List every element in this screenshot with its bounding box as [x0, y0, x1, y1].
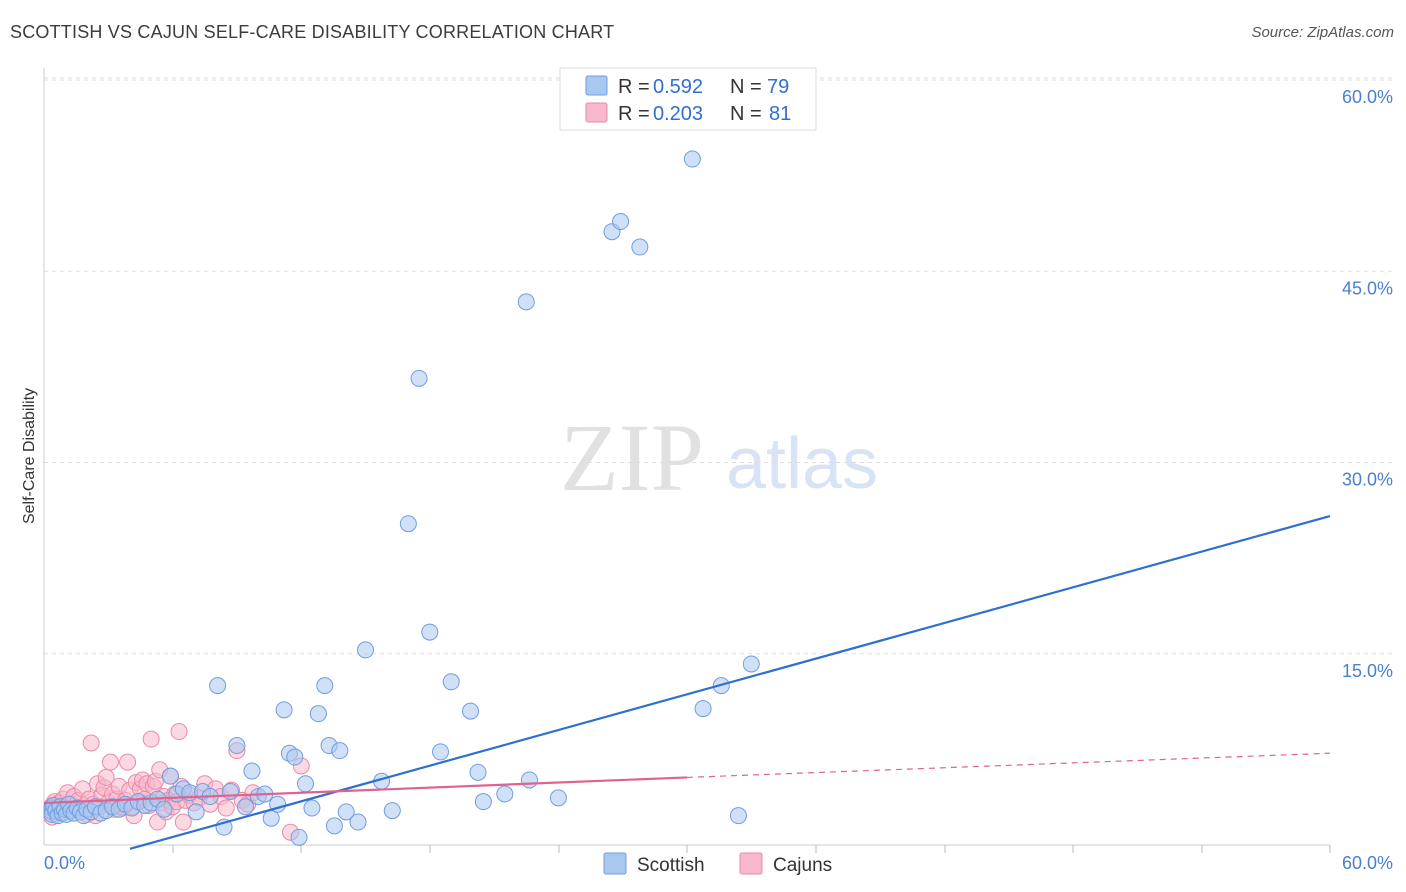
scottish-point [612, 213, 630, 231]
cajun-trendline [43, 776, 688, 805]
scottish-point [209, 677, 227, 695]
cajun-point [101, 753, 119, 771]
bottom-legend-swatch-cajun [739, 852, 763, 875]
scottish-point [275, 701, 293, 719]
scottish-point [383, 802, 401, 820]
scottish-point [631, 238, 649, 256]
legend-n-value-cajun: 81 [769, 103, 791, 125]
scottish-point [469, 763, 487, 781]
y-tick-label-30: 30.0% [1342, 470, 1393, 490]
chart-title: SCOTTISH VS CAJUN SELF-CARE DISABILITY C… [10, 22, 615, 42]
scottish-point [228, 737, 246, 755]
bottom-legend-swatch-scottish [603, 852, 627, 875]
legend-r-value-scottish: 0.592 [653, 76, 703, 98]
scottish-point [517, 293, 535, 311]
cajun-point [119, 753, 137, 771]
legend-swatch-cajun [585, 102, 608, 123]
scottish-point [316, 677, 334, 695]
x-tick-labels: 0.0% 60.0% [44, 853, 1393, 873]
scottish-point [331, 742, 349, 760]
legend-r-label-scottish: R = [618, 76, 650, 98]
legend-n-label-scottish: N = [730, 76, 762, 98]
y-axis-label: Self-Care Disability [21, 388, 38, 524]
scottish-point [221, 782, 239, 800]
scottish-point [155, 800, 173, 818]
scottish-point [742, 655, 760, 673]
scottish-point [432, 743, 450, 761]
axes [43, 68, 1331, 853]
scottish-point [474, 793, 492, 811]
scottish-series [43, 150, 760, 846]
scottish-point [357, 641, 374, 659]
scottish-point [683, 150, 701, 168]
legend-swatch-scottish [585, 75, 608, 96]
scottish-point [187, 803, 205, 821]
scottish-point [729, 807, 747, 825]
bottom-legend: Scottish Cajuns [603, 852, 832, 876]
scottish-point [236, 798, 254, 816]
watermark-zip: ZIP [560, 404, 704, 511]
scottish-trendline [129, 514, 1331, 850]
cajun-trendline-extension [686, 752, 1331, 779]
y-tick-label-45: 45.0% [1342, 278, 1393, 298]
watermark-atlas: atlas [726, 424, 878, 504]
y-tick-labels: 15.0% 30.0% 45.0% 60.0% [1342, 87, 1393, 681]
scottish-point [243, 762, 261, 780]
scottish-point [296, 775, 314, 793]
scottish-point [421, 623, 439, 641]
bottom-legend-label-cajun: Cajuns [773, 855, 832, 876]
scottish-point [520, 771, 538, 789]
scottish-point [325, 817, 343, 835]
cajun-point [142, 730, 160, 748]
scottish-point [290, 828, 308, 846]
scottish-point [286, 748, 304, 766]
legend-r-label-cajun: R = [618, 103, 650, 125]
y-tick-label-60: 60.0% [1342, 87, 1393, 107]
trendlines [43, 514, 1331, 850]
cajun-point [174, 813, 192, 831]
watermark: ZIP atlas [560, 404, 878, 511]
cajun-point [82, 734, 100, 752]
scottish-point [496, 785, 514, 803]
x-tick-label-min: 0.0% [44, 853, 85, 873]
legend-n-label-cajun: N = [730, 103, 762, 125]
source-label: Source: ZipAtlas.com [1251, 24, 1394, 41]
cajun-point [170, 723, 188, 741]
scottish-point [309, 705, 327, 723]
scottish-point [399, 515, 417, 533]
scottish-point [337, 803, 355, 821]
scottish-point [410, 369, 428, 387]
scottish-point [694, 700, 712, 718]
scottish-point [303, 799, 321, 817]
gridlines [44, 77, 1394, 655]
scottish-point [349, 813, 367, 831]
legend: R = 0.592 N = 79 R = 0.203 N = 81 [559, 67, 817, 131]
scottish-point [442, 673, 460, 691]
cajun-point [217, 799, 235, 817]
x-tick-label-max: 60.0% [1342, 853, 1393, 873]
scottish-point [462, 702, 480, 720]
y-tick-label-15: 15.0% [1342, 661, 1393, 681]
scottish-point [161, 767, 179, 785]
scottish-point [549, 789, 567, 807]
legend-n-value-scottish: 79 [767, 76, 789, 98]
legend-r-value-cajun: 0.203 [653, 103, 703, 125]
bottom-legend-label-scottish: Scottish [637, 855, 705, 876]
